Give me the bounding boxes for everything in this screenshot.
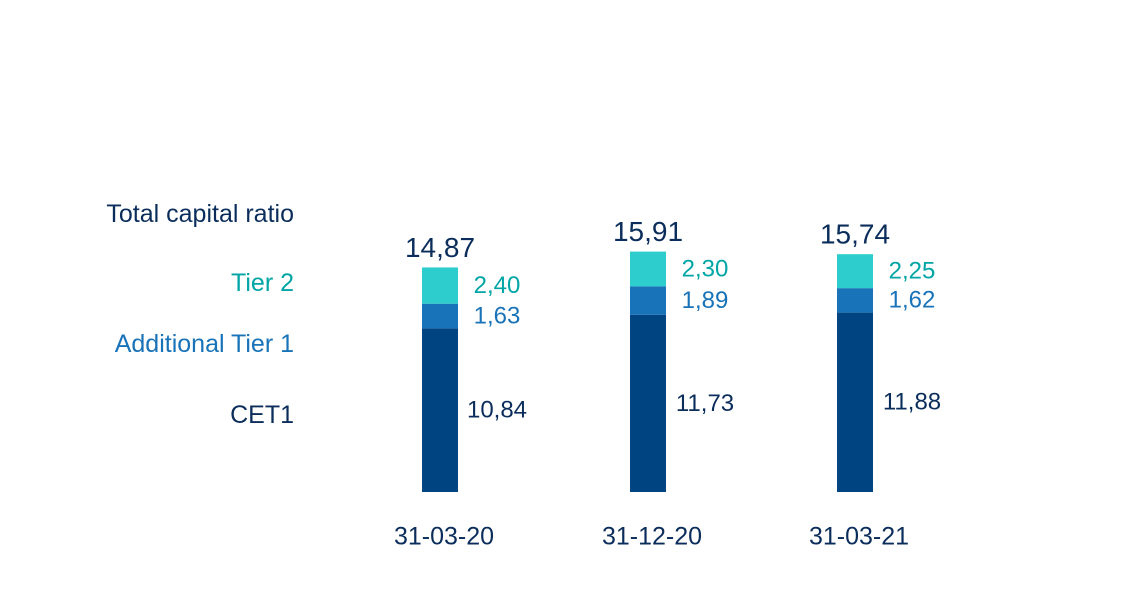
total-label-31-12-20: 15,91 [613, 216, 683, 247]
data-label-additional-tier-1-31-12-20: 1,89 [682, 287, 729, 314]
total-label-31-03-20: 14,87 [405, 232, 475, 263]
data-label-cet1-31-12-20: 11,73 [676, 390, 734, 417]
bar-segment-additional-tier-1-31-03-20 [422, 303, 458, 329]
bar-segment-cet1-31-03-21 [837, 312, 873, 492]
bar-segment-tier-2-31-03-20 [422, 267, 458, 304]
legend-additional-tier-1: Additional Tier 1 [114, 330, 294, 358]
bar-segment-tier-2-31-12-20 [630, 251, 666, 287]
category-label-31-03-20: 31-03-20 [394, 523, 494, 551]
bar-segment-cet1-31-12-20 [630, 314, 666, 492]
data-label-cet1-31-03-21: 11,88 [883, 389, 941, 416]
data-label-tier-2-31-12-20: 2,30 [682, 255, 729, 282]
total-label-31-03-21: 15,74 [820, 219, 890, 250]
data-label-tier-2-31-03-20: 2,40 [474, 272, 521, 299]
bar-segment-additional-tier-1-31-03-21 [837, 288, 873, 313]
bar-segment-cet1-31-03-20 [422, 328, 458, 492]
bar-segment-additional-tier-1-31-12-20 [630, 286, 666, 315]
category-label-31-03-21: 31-03-21 [809, 523, 909, 551]
data-label-tier-2-31-03-21: 2,25 [889, 258, 936, 285]
data-label-cet1-31-03-20: 10,84 [467, 397, 527, 424]
category-label-31-12-20: 31-12-20 [602, 523, 702, 551]
bar-segment-tier-2-31-03-21 [837, 254, 873, 289]
legend-total-capital-ratio: Total capital ratio [106, 200, 294, 228]
data-label-additional-tier-1-31-03-21: 1,62 [889, 287, 936, 314]
legend-tier-2: Tier 2 [231, 269, 294, 297]
data-label-additional-tier-1-31-03-20: 1,63 [474, 302, 521, 329]
legend-cet1: CET1 [230, 401, 294, 429]
